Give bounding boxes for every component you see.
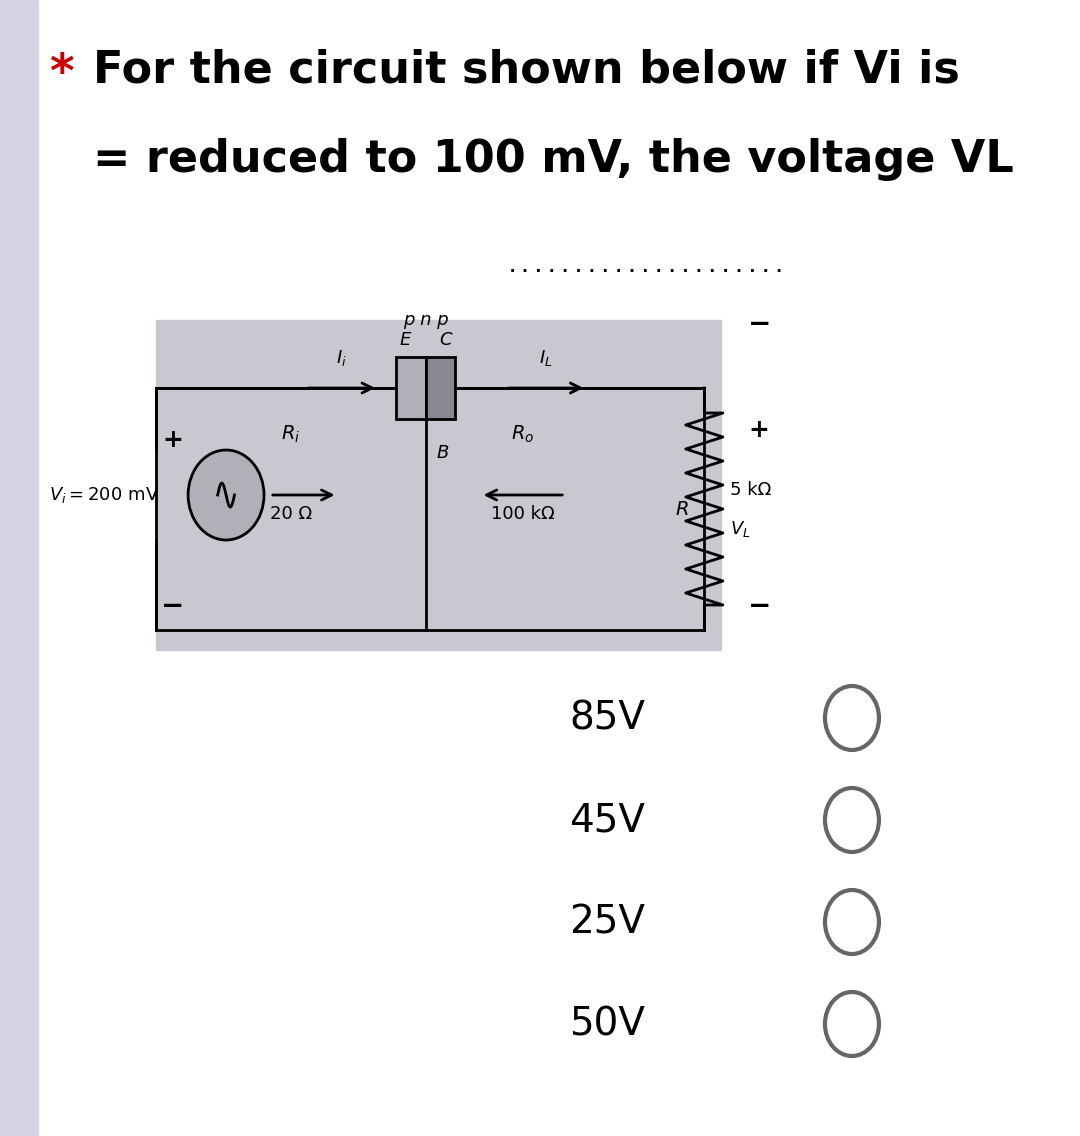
Text: −: −: [161, 592, 185, 620]
Bar: [0, 0, 38, 1136]
Text: For the circuit shown below if Vi is: For the circuit shown below if Vi is: [93, 48, 960, 91]
Text: +: +: [748, 418, 770, 442]
Text: C: C: [440, 331, 453, 349]
Text: 20 Ω: 20 Ω: [270, 506, 312, 523]
Text: 85V: 85V: [569, 699, 646, 737]
Text: = reduced to 100 mV, the voltage VL: = reduced to 100 mV, the voltage VL: [93, 137, 1013, 181]
Text: $V_i = 200\ \mathrm{mV}$: $V_i = 200\ \mathrm{mV}$: [49, 485, 159, 506]
Text: p n p: p n p: [403, 311, 449, 329]
Text: 25V: 25V: [569, 903, 646, 941]
Text: −: −: [747, 592, 771, 620]
Text: $I_L$: $I_L$: [539, 348, 553, 368]
Text: *: *: [49, 52, 73, 97]
Text: 50V: 50V: [569, 1005, 646, 1043]
Bar: [396, 357, 426, 419]
Bar: [156, 320, 721, 650]
Text: R: R: [676, 500, 689, 518]
Text: +: +: [162, 428, 184, 452]
Text: $V_L$: $V_L$: [730, 519, 751, 538]
Bar: [426, 357, 456, 419]
Text: $I_i$: $I_i$: [336, 348, 347, 368]
Text: B: B: [436, 444, 448, 462]
Text: E: E: [400, 331, 411, 349]
Text: $R_i$: $R_i$: [282, 424, 300, 445]
Text: 45V: 45V: [569, 801, 646, 840]
Text: $R_o$: $R_o$: [511, 424, 535, 445]
Text: 100 kΩ: 100 kΩ: [491, 506, 555, 523]
Text: .....................: .....................: [507, 256, 787, 276]
Text: −: −: [747, 310, 771, 339]
Circle shape: [188, 450, 264, 540]
Text: 5 kΩ: 5 kΩ: [730, 481, 771, 499]
